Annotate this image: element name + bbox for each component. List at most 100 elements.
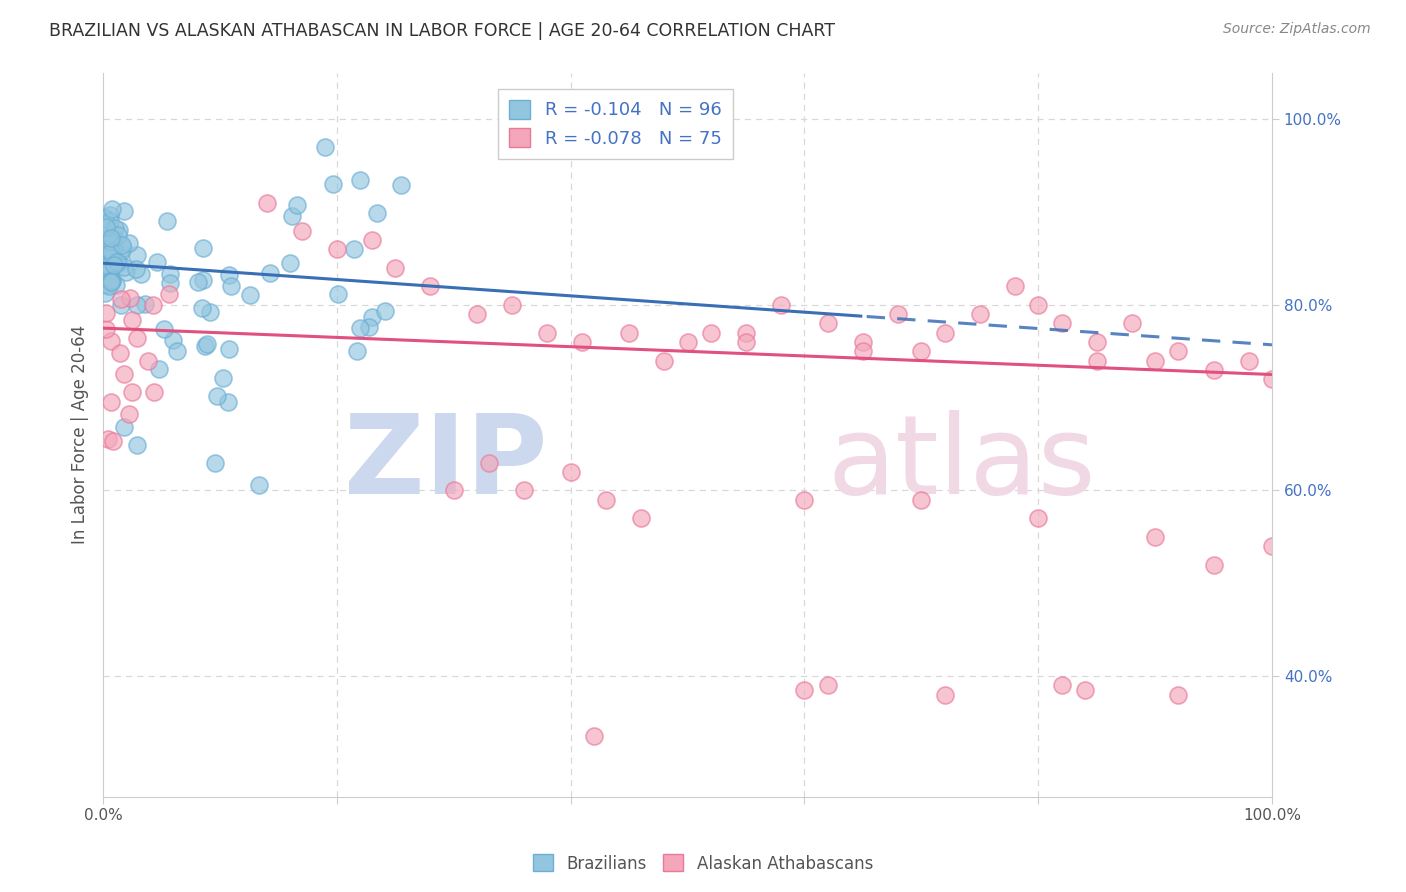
Text: Source: ZipAtlas.com: Source: ZipAtlas.com — [1223, 22, 1371, 37]
Point — [465, 307, 488, 321]
Point — [107, 223, 129, 237]
Legend: Brazilians, Alaskan Athabascans: Brazilians, Alaskan Athabascans — [526, 847, 880, 880]
Point — [314, 140, 336, 154]
Point — [259, 266, 281, 280]
Point — [280, 256, 302, 270]
Point — [104, 221, 127, 235]
Point — [1202, 558, 1225, 572]
Point — [501, 298, 523, 312]
Point — [204, 456, 226, 470]
Point — [630, 511, 652, 525]
Point — [700, 326, 723, 340]
Point — [187, 276, 209, 290]
Point — [100, 245, 122, 260]
Point — [384, 260, 406, 275]
Point — [478, 456, 501, 470]
Point — [1237, 353, 1260, 368]
Point — [198, 305, 221, 319]
Point — [536, 326, 558, 340]
Point — [125, 298, 148, 312]
Point — [285, 198, 308, 212]
Point — [217, 395, 239, 409]
Point — [97, 273, 120, 287]
Point — [1202, 363, 1225, 377]
Point — [98, 213, 121, 227]
Point — [326, 242, 349, 256]
Point — [1085, 334, 1108, 349]
Point — [100, 334, 122, 349]
Text: BRAZILIAN VS ALASKAN ATHABASCAN IN LABOR FORCE | AGE 20-64 CORRELATION CHART: BRAZILIAN VS ALASKAN ATHABASCAN IN LABOR… — [49, 22, 835, 40]
Point — [1074, 683, 1097, 698]
Point — [125, 330, 148, 344]
Point — [1050, 317, 1073, 331]
Point — [817, 678, 839, 692]
Point — [94, 220, 117, 235]
Point — [103, 244, 125, 258]
Point — [366, 205, 388, 219]
Point — [1144, 353, 1167, 368]
Point — [1026, 511, 1049, 525]
Point — [191, 272, 214, 286]
Point — [108, 256, 131, 270]
Point — [100, 272, 122, 286]
Point — [112, 367, 135, 381]
Point — [94, 242, 117, 256]
Point — [127, 438, 149, 452]
Point — [361, 233, 384, 247]
Point — [96, 277, 118, 291]
Point — [100, 274, 122, 288]
Point — [934, 326, 956, 340]
Point — [134, 297, 156, 311]
Point — [121, 384, 143, 399]
Point — [100, 274, 122, 288]
Point — [96, 231, 118, 245]
Point — [374, 304, 396, 318]
Point — [361, 310, 384, 325]
Point — [125, 262, 148, 277]
Point — [1167, 688, 1189, 702]
Point — [735, 334, 758, 349]
Point — [735, 326, 758, 340]
Point — [110, 292, 132, 306]
Point — [98, 279, 121, 293]
Point — [121, 313, 143, 327]
Point — [852, 344, 875, 359]
Point — [100, 202, 122, 217]
Point — [247, 477, 270, 491]
Point — [105, 277, 128, 292]
Point — [145, 255, 167, 269]
Point — [110, 245, 132, 260]
Point — [595, 492, 617, 507]
Point — [118, 291, 141, 305]
Point — [349, 173, 371, 187]
Point — [97, 242, 120, 256]
Point — [112, 204, 135, 219]
Point — [1167, 344, 1189, 359]
Point — [239, 288, 262, 302]
Point — [112, 420, 135, 434]
Legend: R = -0.104   N = 96, R = -0.078   N = 75: R = -0.104 N = 96, R = -0.078 N = 75 — [498, 89, 733, 159]
Point — [195, 336, 218, 351]
Point — [100, 231, 122, 245]
Point — [96, 255, 118, 269]
Point — [98, 208, 121, 222]
Point — [148, 362, 170, 376]
Point — [94, 211, 117, 226]
Point — [676, 334, 699, 349]
Point — [162, 333, 184, 347]
Point — [111, 241, 134, 255]
Point — [1050, 678, 1073, 692]
Point — [1085, 353, 1108, 368]
Point — [97, 259, 120, 273]
Point — [118, 236, 141, 251]
Point — [156, 214, 179, 228]
Point — [218, 268, 240, 282]
Point — [852, 334, 875, 349]
Point — [101, 232, 124, 246]
Point — [205, 389, 228, 403]
Point — [887, 307, 910, 321]
Point — [1144, 530, 1167, 544]
Point — [817, 317, 839, 331]
Point — [652, 353, 675, 368]
Point — [617, 326, 640, 340]
